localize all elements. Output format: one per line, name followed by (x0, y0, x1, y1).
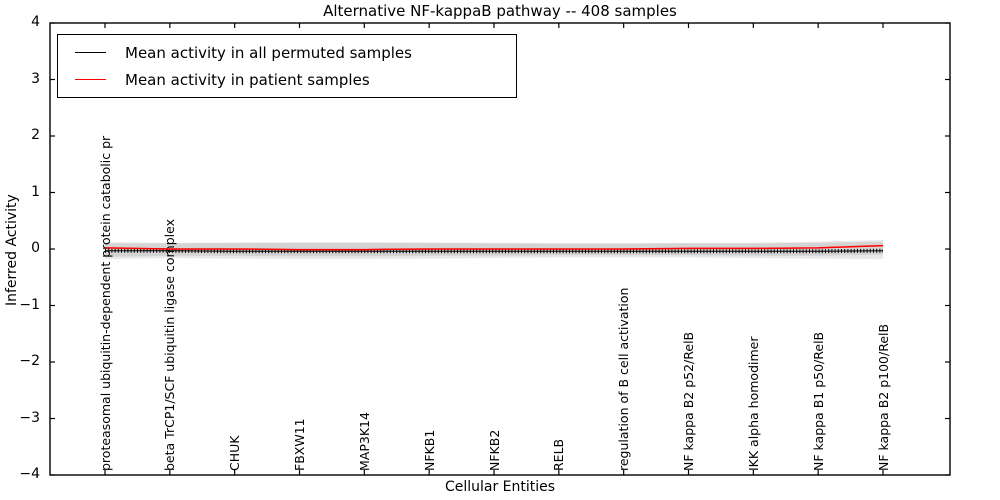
x-axis-label: Cellular Entities (444, 479, 556, 495)
y-tick-label: 2 (31, 127, 40, 143)
y-tick-label: 3 (31, 70, 40, 87)
y-tick-label: 1 (31, 183, 40, 200)
legend-label: Mean activity in all permuted samples (125, 43, 412, 62)
series-line-top (104, 244, 884, 251)
legend-box: Mean activity in all permuted samples Me… (57, 34, 517, 98)
series-line-0 (105, 250, 884, 252)
y-tick-label: −2 (19, 353, 40, 369)
std-band-0 (105, 241, 883, 260)
legend-line-sample-red (75, 79, 106, 80)
y-tick-label: −4 (19, 466, 40, 482)
y-tick-label: −1 (19, 296, 40, 313)
legend-item-patient: Mean activity in patient samples (58, 67, 516, 93)
y-tick-label: 0 (31, 240, 40, 256)
y-tick-label: 4 (31, 14, 40, 30)
legend-label: Mean activity in patient samples (125, 70, 370, 89)
legend-item-permuted: Mean activity in all permuted samples (58, 40, 516, 66)
legend-line-sample-black (75, 52, 106, 53)
chart-title: Alternative NF-kappaB pathway -- 408 sam… (323, 2, 677, 20)
y-tick-label: −3 (19, 409, 40, 426)
